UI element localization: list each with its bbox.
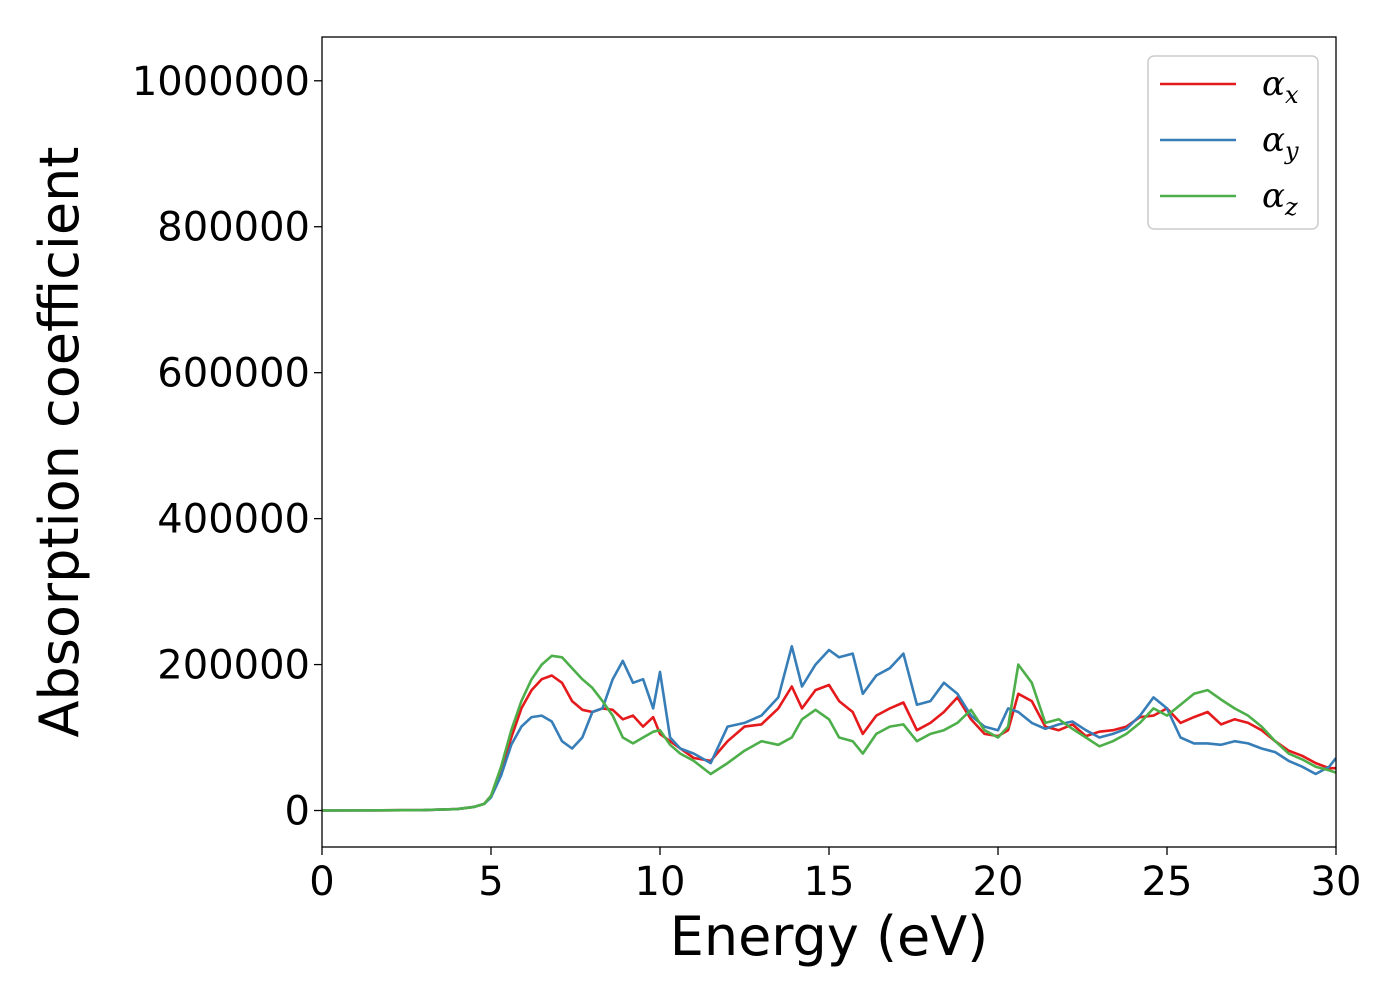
y-tick-label: 1000000: [132, 59, 310, 105]
y-axis: 0 200000 400000 600000 800000 1000000: [132, 59, 322, 835]
series-line-y: [322, 645, 1336, 812]
y-axis-label: Absorption coefficient: [28, 147, 91, 738]
legend-label-z: αz: [1262, 176, 1298, 221]
x-tick-label: 15: [804, 859, 855, 905]
y-tick-label: 0: [285, 789, 310, 835]
x-tick-label: 30: [1311, 859, 1362, 905]
x-axis-label: Energy (eV): [670, 905, 989, 968]
y-tick-label: 600000: [157, 351, 310, 397]
y-tick-label: 800000: [157, 205, 310, 251]
x-tick-label: 25: [1142, 859, 1193, 905]
x-tick-label: 5: [478, 859, 503, 905]
series-line-z: [322, 654, 1336, 812]
x-tick-label: 20: [973, 859, 1024, 905]
x-axis: 0 5 10 15 20 25 30: [309, 847, 1361, 905]
legend-box: [1147, 55, 1319, 230]
x-tick-label: 0: [309, 859, 334, 905]
series-layer: [322, 645, 1336, 812]
y-tick-label: 400000: [157, 497, 310, 543]
x-tick-label: 10: [635, 859, 686, 905]
y-tick-label: 200000: [157, 643, 310, 689]
series-line-x: [322, 674, 1336, 812]
